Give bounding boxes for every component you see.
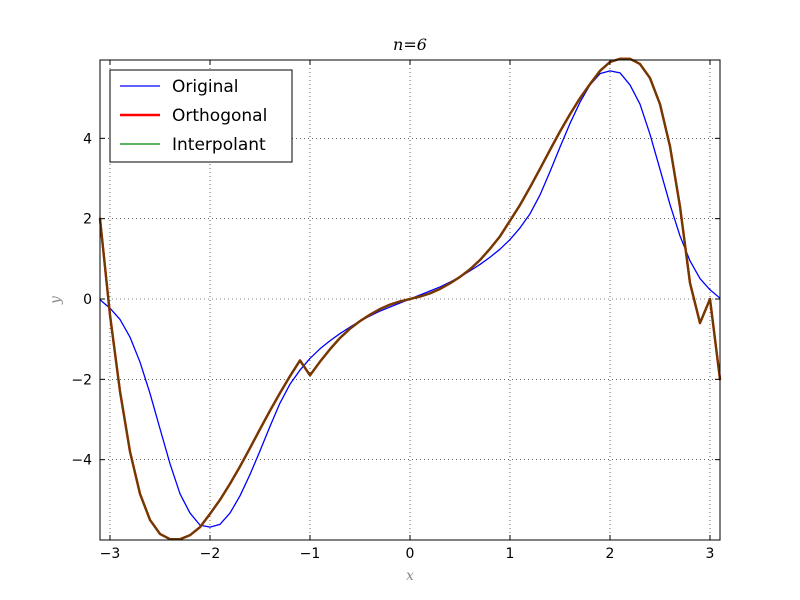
legend-label-orthogonal: Orthogonal <box>172 106 267 126</box>
grid <box>100 60 720 540</box>
x-tick-label: 3 <box>706 546 715 562</box>
ticks: −3 −2 −1 0 1 2 3 −4 −2 0 2 4 <box>71 60 720 562</box>
x-tick-label: 2 <box>606 546 615 562</box>
x-tick-label: 0 <box>406 546 415 562</box>
legend-label-original: Original <box>172 77 239 97</box>
x-tick-label: −2 <box>200 546 221 562</box>
x-tick-label: −3 <box>100 546 121 562</box>
y-tick-label: −4 <box>71 453 92 469</box>
y-axis-label: y <box>48 295 64 305</box>
y-tick-label: 0 <box>83 292 92 308</box>
y-tick-label: −2 <box>71 372 92 388</box>
y-tick-label: 4 <box>83 131 92 147</box>
legend-label-interpolant: Interpolant <box>172 135 266 155</box>
chart-title: n=6 <box>393 35 427 54</box>
x-tick-label: 1 <box>506 546 515 562</box>
y-tick-label: 2 <box>83 212 92 228</box>
x-axis-label: x <box>406 568 414 584</box>
legend-items: Original Orthogonal Interpolant <box>120 77 267 155</box>
legend: Original Orthogonal Interpolant <box>109 69 293 163</box>
x-tick-label: −1 <box>300 546 321 562</box>
